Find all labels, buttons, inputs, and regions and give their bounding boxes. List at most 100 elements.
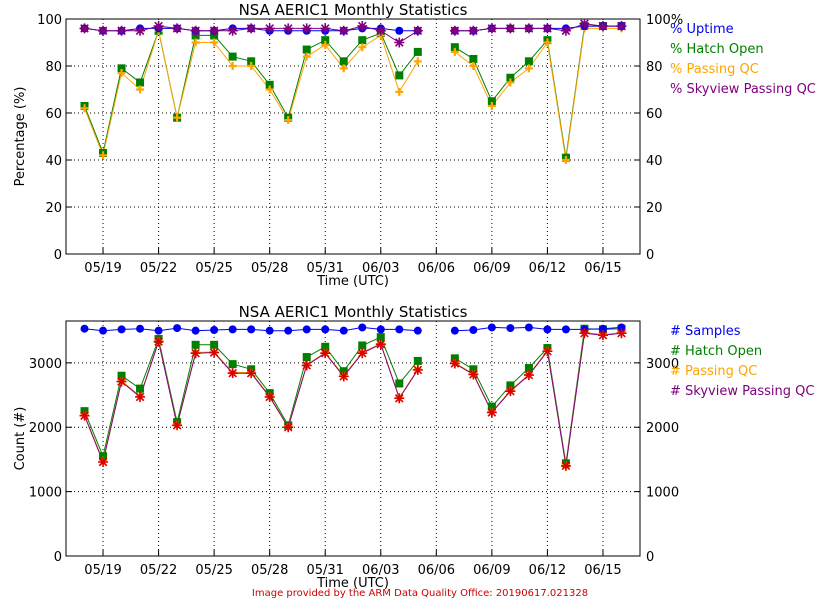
data-point-skyview-passing-qc — [116, 25, 127, 36]
data-point-passing-qc — [506, 78, 515, 87]
data-point-skyview-passing-qc — [135, 25, 146, 36]
data-point-passing-qc — [450, 47, 459, 56]
data-point-hatch-open — [228, 52, 237, 61]
data-point-samples — [265, 326, 274, 335]
xtick-label: 06/06 — [418, 563, 455, 578]
data-point-hatch-open — [524, 57, 533, 66]
data-point-samples — [80, 324, 89, 333]
data-point-samples — [284, 326, 293, 335]
ytick-label-right: 40 — [646, 154, 663, 169]
data-point-passing-qc — [210, 38, 219, 47]
data-point-skyview-passing-qc — [320, 348, 331, 359]
x-axis-label: Time (UTC) — [316, 274, 389, 289]
chart-title: NSA AERIC1 Monthly Statistics — [239, 1, 468, 19]
data-point-samples — [210, 326, 219, 335]
data-point-samples — [117, 325, 126, 334]
data-point-hatch-open — [302, 45, 311, 54]
data-point-skyview-passing-qc — [357, 21, 368, 32]
data-point-skyview-passing-qc — [486, 23, 497, 34]
data-point-samples — [617, 323, 626, 332]
data-point-skyview-passing-qc — [412, 25, 423, 36]
data-point-passing-qc — [321, 40, 330, 49]
xtick-label: 05/28 — [251, 261, 288, 276]
data-point-samples — [469, 326, 478, 335]
x-axis-label: Time (UTC) — [316, 576, 389, 591]
data-point-hatch-open — [191, 340, 200, 349]
data-point-passing-qc — [413, 57, 422, 66]
data-point-hatch-open — [487, 97, 496, 106]
data-point-skyview-passing-qc — [172, 420, 183, 431]
data-point-samples — [228, 325, 237, 334]
data-point-skyview-passing-qc — [283, 422, 294, 433]
data-point-passing-qc — [247, 62, 256, 70]
chart-panel-1 — [65, 18, 641, 255]
data-point-passing-qc — [173, 113, 182, 122]
data-point-uptime — [395, 26, 404, 35]
data-point-skyview-passing-qc — [542, 346, 553, 357]
data-point-hatch-open — [524, 364, 533, 372]
data-point-skyview-passing-qc — [560, 25, 571, 36]
data-point-hatch-open — [117, 64, 126, 73]
data-point-passing-qc — [117, 69, 126, 78]
data-point-hatch-open — [506, 381, 515, 390]
data-point-passing-qc — [487, 101, 496, 110]
data-point-samples — [506, 324, 515, 333]
data-point-skyview-passing-qc — [394, 37, 405, 48]
data-point-hatch-open — [450, 43, 459, 52]
ytick-label-right: 1000 — [646, 486, 679, 501]
data-point-skyview-passing-qc — [597, 330, 608, 341]
data-point-skyview-passing-qc — [375, 25, 386, 36]
data-point-hatch-open — [99, 452, 108, 461]
data-point-skyview-passing-qc — [190, 348, 201, 359]
ytick-label-right: 100% — [646, 13, 683, 28]
legend-item-skyview-passing-qc: % Skyview Passing QC — [670, 82, 816, 97]
chart-panel-2 — [65, 320, 641, 557]
data-point-samples — [191, 326, 200, 335]
data-point-hatch-open — [395, 71, 404, 80]
data-point-hatch-open — [413, 356, 422, 365]
data-point-samples — [376, 325, 385, 334]
xtick-label: 05/19 — [84, 261, 121, 276]
data-point-samples — [99, 326, 108, 335]
data-point-skyview-passing-qc — [79, 410, 90, 421]
xtick-label: 06/03 — [362, 261, 399, 276]
data-point-hatch-open — [358, 36, 367, 45]
data-point-skyview-passing-qc — [523, 370, 534, 381]
series-line-passing-qc — [454, 27, 622, 161]
data-point-skyview-passing-qc — [338, 25, 349, 36]
data-point-skyview-passing-qc — [264, 23, 275, 34]
ytick-label-right: 80 — [646, 60, 663, 75]
data-point-passing-qc — [561, 156, 570, 164]
data-point-skyview-passing-qc — [301, 23, 312, 34]
data-point-samples — [395, 325, 404, 334]
series-line-passing-qc — [84, 28, 419, 157]
data-point-hatch-open — [376, 333, 385, 342]
data-point-skyview-passing-qc — [560, 460, 571, 471]
data-point-skyview-passing-qc — [505, 386, 516, 397]
data-point-hatch-open — [228, 360, 237, 369]
series-line-hatch-open — [454, 25, 622, 158]
series-line-passing-qc — [84, 339, 419, 463]
data-point-passing-qc — [469, 62, 478, 70]
data-point-hatch-open — [321, 36, 330, 45]
data-point-skyview-passing-qc — [486, 407, 497, 418]
data-point-skyview-passing-qc — [172, 23, 183, 34]
xtick-label: 06/15 — [584, 563, 621, 578]
data-point-skyview-passing-qc — [301, 360, 312, 371]
ytick-label-left: 20 — [45, 201, 62, 216]
data-point-passing-qc — [339, 64, 348, 73]
chart-title: NSA AERIC1 Monthly Statistics — [239, 303, 468, 321]
data-point-passing-qc — [99, 151, 108, 160]
ytick-label-left: 0 — [54, 550, 62, 565]
ytick-label-left: 2000 — [29, 421, 62, 436]
xtick-label: 06/06 — [418, 261, 455, 276]
ytick-label-left: 0 — [54, 248, 62, 263]
footer-credit: Image provided by the ARM Data Quality O… — [252, 588, 588, 599]
y-axis-label: Count (#) — [13, 407, 28, 471]
ytick-label-right: 60 — [646, 107, 663, 122]
xtick-label: 06/15 — [584, 261, 621, 276]
data-point-skyview-passing-qc — [412, 364, 423, 375]
legend-item-samples: # Samples — [670, 324, 741, 339]
data-point-samples — [358, 323, 367, 332]
ytick-label-left: 40 — [45, 154, 62, 169]
